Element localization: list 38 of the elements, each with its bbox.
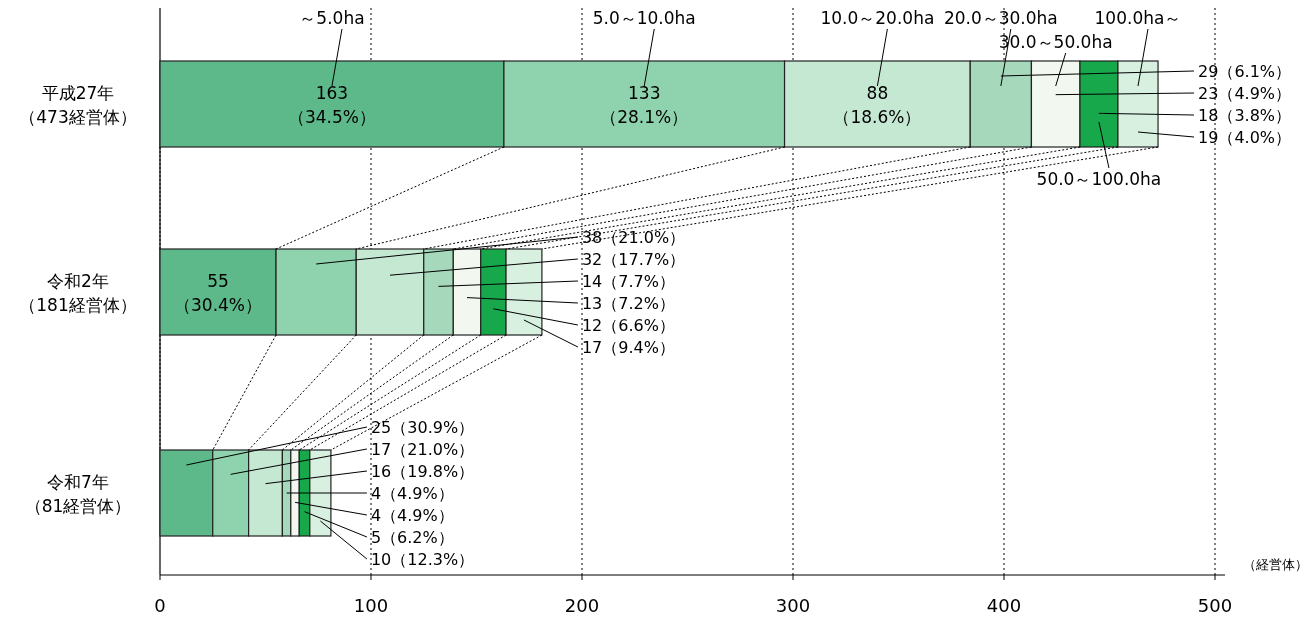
data-label: 23（4.9%） xyxy=(1198,84,1292,103)
series-label: 50.0～100.0ha xyxy=(1036,169,1162,189)
series-label: 30.0～50.0ha xyxy=(998,32,1113,52)
data-label: 25（30.9%） xyxy=(370,418,475,437)
x-tick-label: 200 xyxy=(564,595,600,616)
text: 100.0ha～ xyxy=(1094,8,1182,28)
data-label: 4（4.9%） xyxy=(370,484,454,503)
y-tick-label: 令和2年（181経営体） xyxy=(19,271,137,315)
data-label: 18（3.8%） xyxy=(1198,106,1292,125)
data-label: 12（6.6%） xyxy=(581,316,675,335)
x-tick-label: 500 xyxy=(1197,595,1233,616)
x-tick-label: 400 xyxy=(986,595,1022,616)
data-label: 163（34.5%） xyxy=(287,83,376,127)
data-label: 13（7.2%） xyxy=(581,294,675,313)
y-tick-label: 平成27年（473経営体） xyxy=(19,83,137,127)
data-label: 17（9.4%） xyxy=(581,338,675,357)
data-label: 5（6.2%） xyxy=(370,528,454,547)
series-label: ～5.0ha xyxy=(299,8,365,28)
x-tick-label: 300 xyxy=(775,595,811,616)
data-label: 10（12.3%） xyxy=(370,550,475,569)
x-tick-label: 100 xyxy=(353,595,389,616)
text: 20.0～30.0ha xyxy=(943,8,1058,28)
data-label: 133（28.1%） xyxy=(600,83,689,127)
data-label: 38（21.0%） xyxy=(581,228,686,247)
series-label: 10.0～20.0ha xyxy=(820,8,935,28)
data-label: 32（17.7%） xyxy=(581,250,686,269)
data-label: 88（18.6%） xyxy=(833,83,922,127)
data-label: 4（4.9%） xyxy=(370,506,454,525)
data-label: 19（4.0%） xyxy=(1198,128,1292,147)
y-tick-label: 令和7年（81経営体） xyxy=(24,472,132,516)
data-label: 29（6.1%） xyxy=(1198,62,1292,81)
data-label: 14（7.7%） xyxy=(581,272,675,291)
data-label: 17（21.0%） xyxy=(370,440,475,459)
series-label: 5.0～10.0ha xyxy=(592,8,696,28)
x-tick-label: 0 xyxy=(154,595,166,616)
data-label: 55（30.4%） xyxy=(174,271,263,315)
data-label: 16（19.8%） xyxy=(370,462,475,481)
x-axis-title: （経営体） xyxy=(1243,557,1308,572)
